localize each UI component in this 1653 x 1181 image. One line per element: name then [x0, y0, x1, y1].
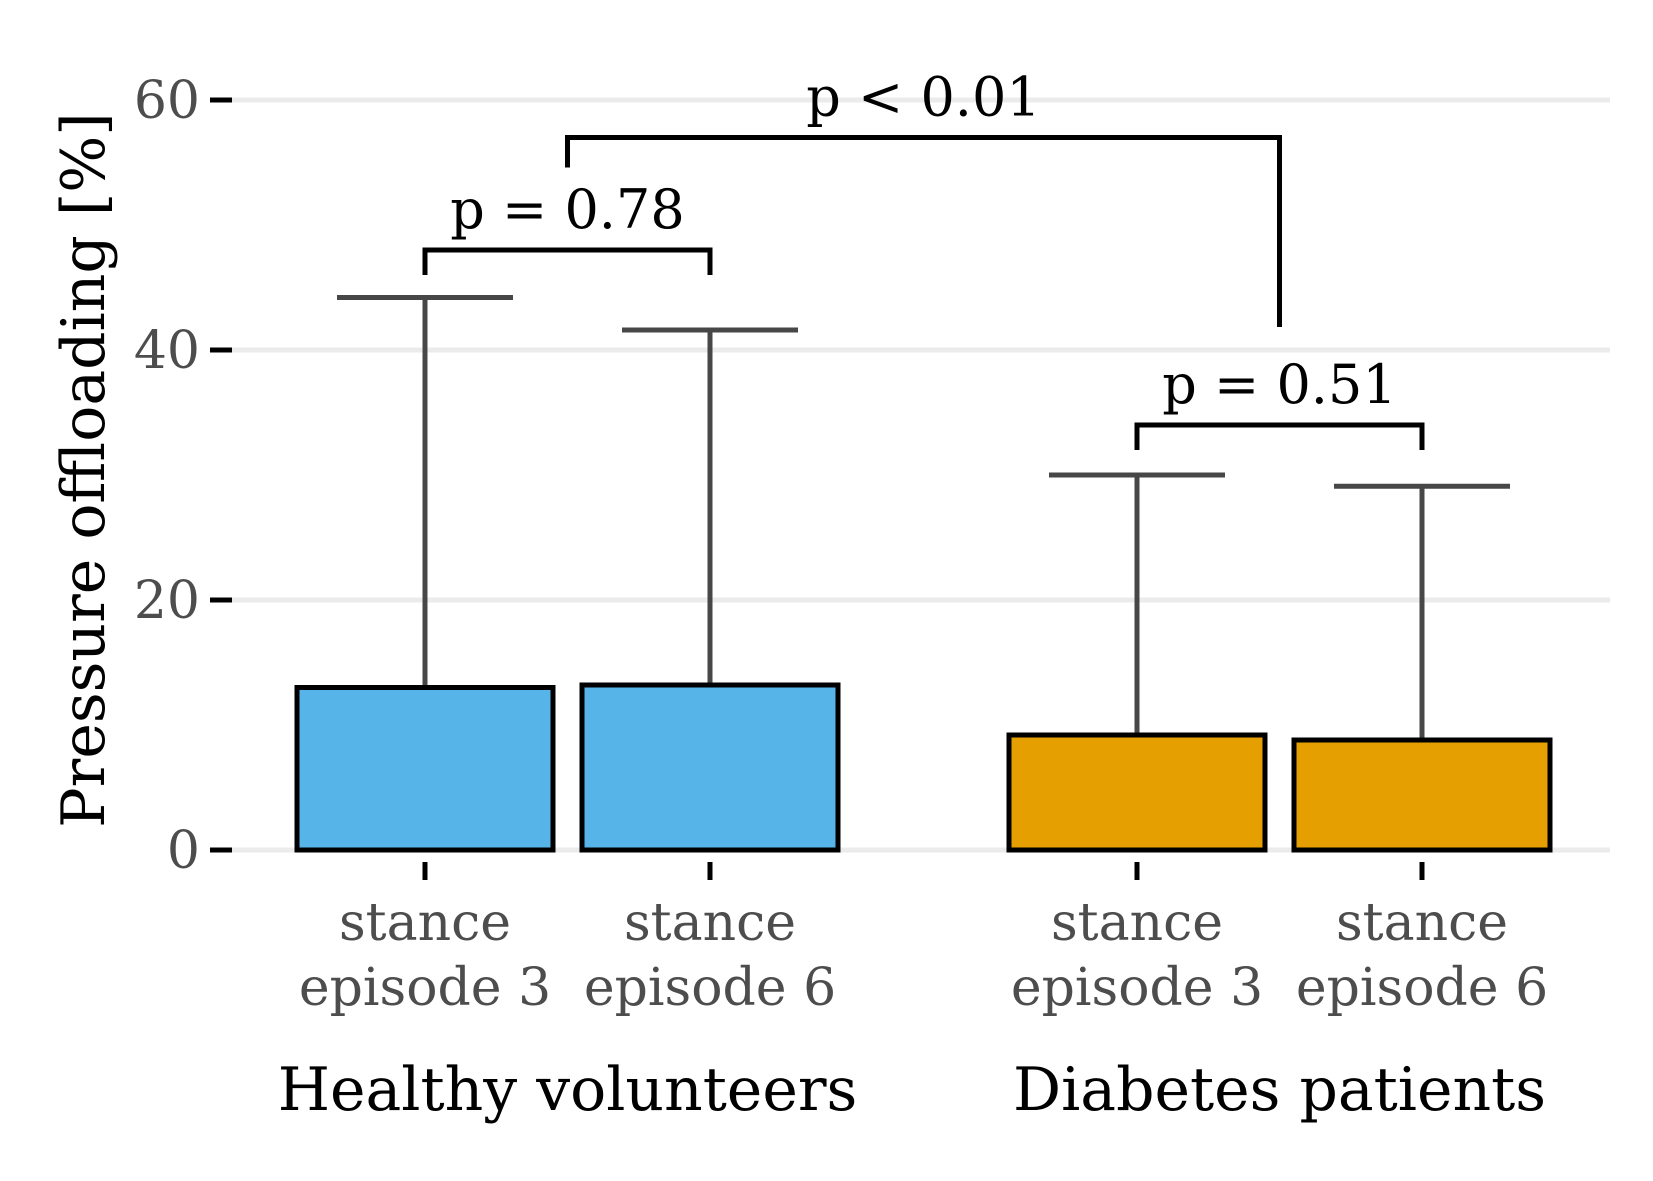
- error-bars: [337, 295, 1510, 740]
- group-label: Diabetes patients: [1013, 1055, 1546, 1125]
- y-tick-label: 20: [134, 571, 200, 631]
- significance-bracket: [1134, 422, 1425, 450]
- x-tick-label: stance: [624, 893, 796, 953]
- y-tick-label: 40: [134, 321, 200, 381]
- y-tick-label: 60: [134, 71, 200, 131]
- p-value-label: p = 0.51: [1162, 353, 1396, 416]
- x-tick-label: episode 6: [1296, 958, 1548, 1018]
- y-tick-label: 0: [167, 821, 200, 881]
- x-tick-label: episode 3: [1011, 958, 1263, 1018]
- y-axis-ticks: 0 20 40 60: [134, 71, 232, 881]
- bar: [579, 682, 841, 853]
- x-tick-label: stance: [1051, 893, 1223, 953]
- significance-brackets: p = 0.78 p = 0.51 p < 0.01: [422, 66, 1425, 450]
- group-label: Healthy volunteers: [278, 1055, 858, 1125]
- bars: [294, 682, 1553, 853]
- x-tick-label: episode 6: [584, 958, 836, 1018]
- y-axis-title: Pressure offloading [%]: [49, 112, 119, 827]
- x-tick-label: stance: [1336, 893, 1508, 953]
- x-tick-label: episode 3: [299, 958, 551, 1018]
- p-value-label: p = 0.78: [450, 178, 684, 241]
- significance-bracket: [422, 247, 713, 275]
- bar: [1006, 732, 1268, 853]
- bar: [1291, 737, 1553, 853]
- bar: [294, 685, 556, 853]
- significance-bracket: [565, 135, 1282, 327]
- p-value-label: p < 0.01: [806, 66, 1040, 129]
- x-tick-label: stance: [339, 893, 511, 953]
